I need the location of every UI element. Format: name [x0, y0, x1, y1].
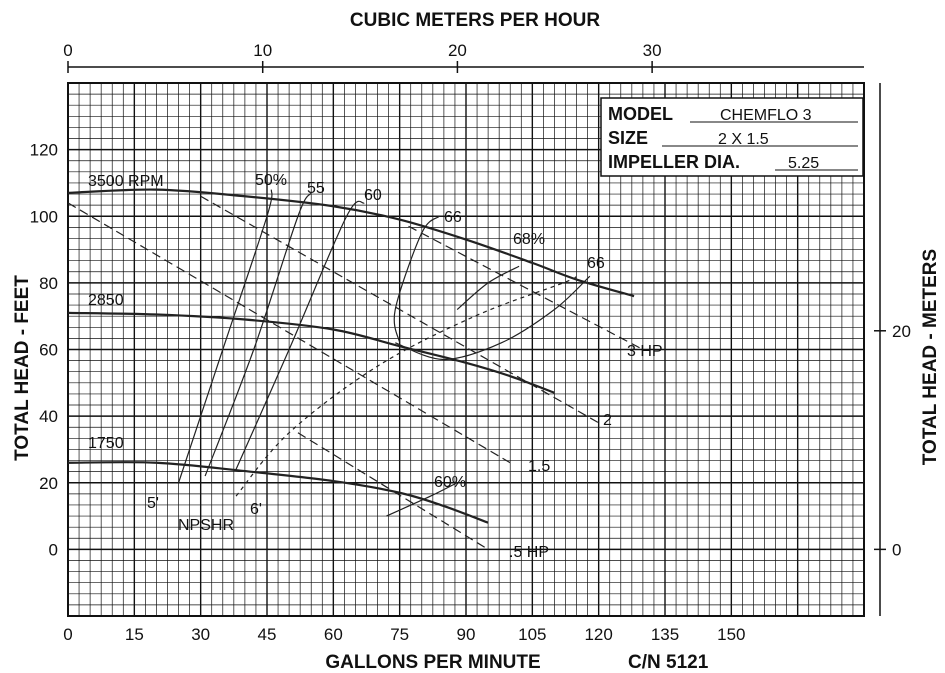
- eff-label-66-a: 66: [444, 209, 462, 226]
- top-tick-label: 0: [63, 41, 72, 60]
- efficiency-curve: [235, 200, 365, 470]
- x-tick-label: 15: [125, 625, 144, 644]
- eff-label-60pct: 60%: [434, 474, 466, 491]
- eff-label-50: 50%: [255, 172, 287, 189]
- efficiency-curve: [395, 275, 591, 361]
- size-value: 2 X 1.5: [718, 131, 769, 148]
- efficiency-curve: [204, 192, 312, 477]
- efficiency-curve: [456, 265, 520, 310]
- x-axis-title: GALLONS PER MINUTE: [325, 652, 540, 673]
- power-label-1-5: 1.5: [528, 458, 550, 475]
- y-tick-label: 120: [30, 141, 58, 160]
- y-tick-label: 100: [30, 207, 58, 226]
- y-tick-label: 20: [39, 474, 58, 493]
- npshr-label: NPSHR: [178, 517, 234, 534]
- speed-curve: [67, 461, 489, 524]
- eff-label-60: 60: [364, 187, 382, 204]
- tick-labels: 0 15 30 45 60 75 90 105 120 135 150020406080100120…: [30, 41, 911, 644]
- size-label: SIZE: [608, 128, 648, 148]
- x-tick-label: 45: [258, 625, 277, 644]
- speed-label-3500: 3500 RPM: [88, 173, 164, 190]
- power-label-3hp: 3 HP: [627, 343, 663, 360]
- top-axis-title: CUBIC METERS PER HOUR: [350, 10, 600, 31]
- x-tick-label: 105: [518, 625, 546, 644]
- top-tick-label: 30: [643, 41, 662, 60]
- y-tick-label: 40: [39, 407, 58, 426]
- y-tick-label: 60: [39, 341, 58, 360]
- speed-label-2850: 2850: [88, 292, 124, 309]
- x-tick-label: 60: [324, 625, 343, 644]
- y-axis-left-title: TOTAL HEAD - FEET: [12, 275, 33, 461]
- eff-label-55: 55: [307, 180, 325, 197]
- right-tick-label: 0: [892, 540, 901, 559]
- x-tick-label: 30: [191, 625, 210, 644]
- plot-curves: [67, 188, 644, 550]
- speed-curve: [67, 188, 635, 298]
- npshr-label-6ft: 6': [250, 501, 262, 518]
- top-tick-label: 20: [448, 41, 467, 60]
- code-label: C/N 5121: [628, 652, 709, 673]
- npshr-label-5ft: 5': [147, 495, 159, 512]
- power-line: [408, 225, 644, 351]
- x-tick-label: 90: [457, 625, 476, 644]
- model-label: MODEL: [608, 104, 673, 124]
- eff-label-66-b: 66: [587, 255, 605, 272]
- plot-frame: [67, 82, 865, 617]
- eff-label-68: 68%: [513, 231, 545, 248]
- x-tick-label: 120: [584, 625, 612, 644]
- efficiency-curve: [393, 215, 440, 343]
- x-tick-label: 0: [63, 625, 72, 644]
- power-label-2: 2: [603, 412, 612, 429]
- impeller-value: 5.25: [788, 155, 819, 172]
- curve-labels: 3500 RPM 2850 1750 50% 55 60 66 68% 66 6…: [88, 172, 663, 561]
- x-tick-label: 135: [651, 625, 679, 644]
- y-tick-label: 80: [39, 274, 58, 293]
- power-line: [200, 195, 599, 424]
- power-label-0-5hp: .5 HP: [509, 544, 549, 561]
- y-tick-label: 0: [49, 540, 58, 559]
- speed-label-1750: 1750: [88, 435, 124, 452]
- power-line: [67, 202, 511, 464]
- right-tick-label: 20: [892, 322, 911, 341]
- impeller-label: IMPELLER DIA.: [608, 152, 740, 172]
- info-box: MODEL CHEMFLO 3 SIZE 2 X 1.5 IMPELLER DI…: [600, 97, 864, 177]
- top-tick-label: 10: [253, 41, 272, 60]
- x-tick-label: 150: [717, 625, 745, 644]
- y-axis-right-title: TOTAL HEAD - METERS: [920, 249, 941, 465]
- power-line: [297, 432, 489, 550]
- speed-curve: [67, 311, 555, 394]
- efficiency-curve: [177, 189, 273, 483]
- model-value: CHEMFLO 3: [720, 107, 812, 124]
- efficiency-curve: [386, 482, 458, 517]
- x-tick-label: 75: [390, 625, 409, 644]
- npshr-curve: [235, 275, 577, 497]
